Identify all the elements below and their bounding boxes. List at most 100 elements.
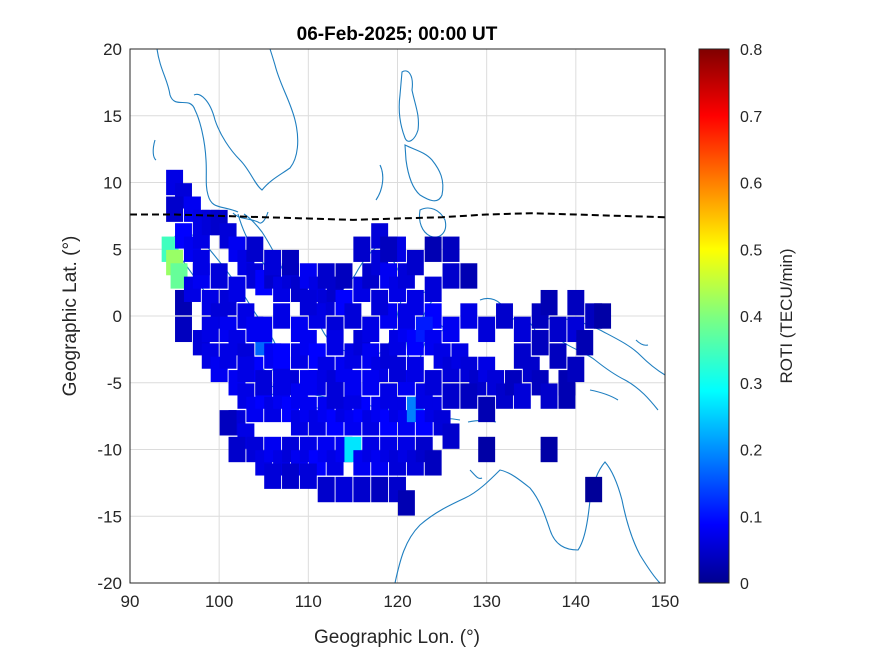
x-tick-label: 120: [383, 592, 411, 611]
roti-cell: [273, 370, 291, 396]
roti-cell: [585, 476, 603, 503]
roti-cell: [264, 249, 282, 276]
roti-cell: [540, 383, 558, 409]
x-tick-label: 100: [205, 592, 233, 611]
roti-cell: [273, 303, 291, 329]
y-tick-label: 20: [103, 40, 122, 59]
roti-cell: [397, 303, 415, 329]
y-tick-label: 5: [113, 240, 122, 259]
roti-cell: [513, 383, 531, 409]
colorbar: [698, 48, 730, 584]
roti-cell: [406, 249, 424, 276]
roti-cell: [255, 370, 273, 396]
roti-cell: [170, 263, 188, 289]
roti-cell: [246, 236, 264, 262]
colorbar-tick-label: 0.8: [740, 42, 762, 59]
roti-cell: [201, 316, 219, 343]
roti-cell: [478, 436, 496, 463]
colorbar-tick-labels: 0.8 0.7 0.6 0.5 0.4 0.3 0.2 0.1 0: [740, 42, 762, 593]
y-tick-labels: 20 15 10 5 0 -5 -10 -15 -20: [97, 40, 122, 593]
roti-cell: [237, 356, 255, 383]
roti-cell: [362, 316, 380, 343]
y-tick-label: -20: [97, 574, 122, 593]
roti-cell: [317, 263, 335, 289]
colorbar-label: ROTI (TECU/min): [777, 248, 796, 383]
roti-cell: [228, 276, 246, 302]
roti-cell: [282, 249, 299, 276]
chart-title: 06-Feb-2025; 00:00 UT: [297, 24, 498, 45]
roti-cell: [353, 476, 371, 503]
roti-cell: [353, 236, 371, 262]
roti-cell: [192, 249, 210, 276]
roti-cell: [228, 436, 246, 463]
roti-cell: [299, 370, 317, 396]
roti-cell: [540, 436, 558, 463]
roti-cell: [513, 316, 531, 343]
roti-cell: [273, 343, 291, 369]
roti-cell: [219, 343, 237, 369]
x-tick-label: 130: [472, 592, 500, 611]
y-tick-label: -15: [97, 507, 122, 526]
roti-cell: [558, 383, 576, 409]
roti-cell: [246, 316, 264, 343]
roti-cell: [389, 356, 406, 383]
roti-cell: [290, 316, 308, 343]
colorbar-tick-label: 0: [740, 576, 749, 593]
roti-cell: [326, 383, 344, 409]
roti-cell: [406, 356, 424, 383]
roti-cell: [317, 476, 335, 503]
roti-cell: [299, 289, 317, 316]
roti-cell: [166, 196, 184, 222]
y-tick-label: -10: [97, 441, 122, 460]
roti-cell: [549, 343, 567, 369]
roti-cell: [567, 289, 585, 316]
roti-cell: [460, 303, 478, 329]
colorbar-tick-label: 0.4: [740, 309, 762, 326]
roti-cell: [371, 289, 389, 316]
colorbar-tick-label: 0.2: [740, 443, 762, 460]
colorbar-tick-label: 0.7: [740, 109, 762, 126]
colorbar-tick-label: 0.6: [740, 176, 762, 193]
roti-cell: [594, 303, 612, 329]
roti-cell: [344, 303, 362, 329]
roti-cell: [335, 476, 353, 503]
roti-cell: [175, 316, 192, 343]
roti-cell: [442, 263, 460, 289]
roti-cell: [344, 370, 362, 396]
roti-cell: [219, 410, 237, 436]
roti-cell: [531, 330, 549, 356]
roti-cell: [496, 303, 513, 329]
y-tick-label: 0: [113, 307, 122, 326]
roti-cell: [326, 330, 344, 356]
magnetic-equator-line: [130, 212, 666, 221]
plot-frame: [129, 48, 666, 584]
x-axis-label: Geographic Lon. (°): [314, 627, 480, 648]
roti-cell: [442, 316, 460, 343]
roti-cell: [478, 396, 496, 423]
y-axis-label: Geographic Lat. (°): [60, 236, 81, 397]
roti-cell: [424, 450, 442, 476]
x-tick-label: 150: [651, 592, 679, 611]
roti-cell: [478, 316, 496, 343]
roti-cell: [371, 476, 389, 503]
roti-cell: [460, 383, 478, 409]
roti-cell: [299, 463, 317, 489]
roti-cell: [424, 236, 442, 262]
y-tick-label: -5: [107, 374, 122, 393]
roti-cells: [161, 169, 612, 516]
roti-cell: [282, 463, 299, 489]
roti-cell: [442, 423, 460, 449]
y-tick-label: 10: [103, 174, 122, 193]
x-tick-label: 110: [295, 592, 322, 611]
colorbar-tick-label: 0.5: [740, 242, 762, 259]
roti-cell: [264, 463, 282, 489]
roti-cell: [424, 370, 442, 396]
roti-cell: [567, 356, 585, 383]
roti-cell: [424, 276, 442, 302]
roti-cell: [210, 263, 228, 289]
x-tick-label: 90: [121, 592, 140, 611]
roti-cell: [335, 263, 353, 289]
roti-cell: [576, 330, 594, 356]
roti-cell: [397, 490, 415, 516]
x-tick-label: 140: [562, 592, 590, 611]
